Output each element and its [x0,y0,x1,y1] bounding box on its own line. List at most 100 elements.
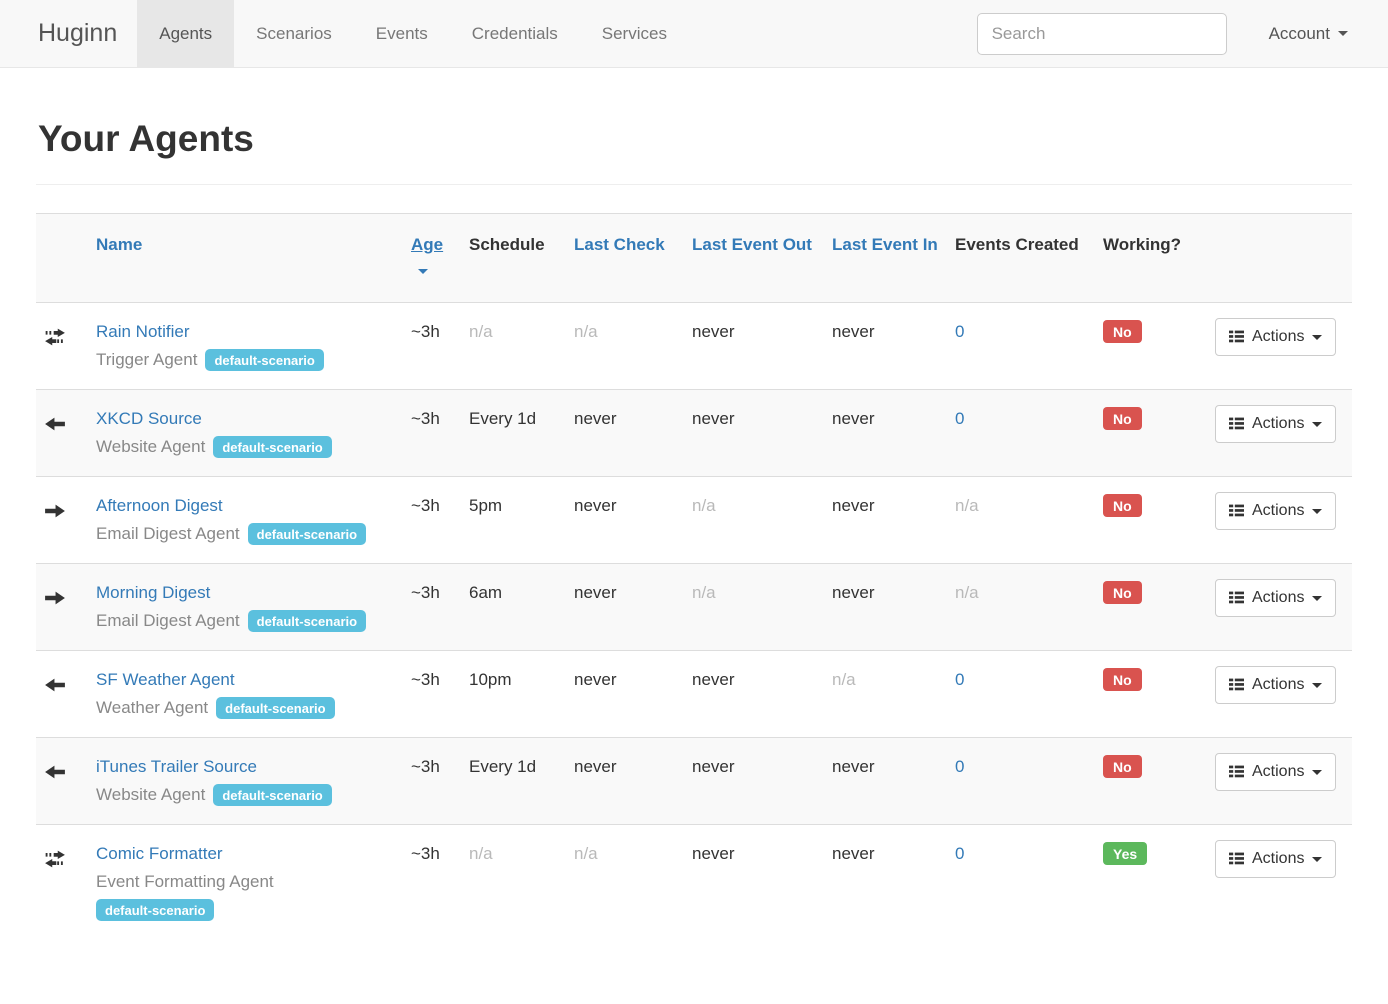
events-created-link[interactable]: 0 [955,844,965,863]
working-status-badge: No [1103,581,1142,604]
arrow-right-icon [44,587,66,606]
col-name: Name [88,213,403,303]
agent-type: Website Agent [96,437,206,456]
list-icon [1229,676,1244,694]
actions-dropdown-button[interactable]: Actions [1215,666,1337,704]
events-created-value: n/a [955,583,979,602]
agent-name-link[interactable]: Morning Digest [96,583,211,602]
actions-label: Actions [1252,763,1305,780]
sort-last-check-link[interactable]: Last Check [574,235,665,254]
chevron-down-icon [1312,595,1323,601]
table-header: Name Age Schedule Last Check Last Event … [36,213,1352,303]
col-actions [1207,213,1352,303]
last-event-out-value: n/a [692,496,716,515]
sort-last-event-out-link[interactable]: Last Event Out [692,235,812,254]
agents-table-body: Rain Notifier Trigger Agent default-scenar… [36,302,1352,939]
age-value: ~3h [411,409,440,428]
account-menu[interactable]: Account [1227,24,1388,44]
last-event-out-value: never [692,844,735,863]
col-events-created: Events Created [947,213,1095,303]
nav-item-events[interactable]: Events [375,23,428,43]
arrow-left-icon [44,761,66,780]
agent-type: Weather Agent [96,698,209,717]
agents-table: Name Age Schedule Last Check Last Event … [36,213,1352,939]
arrow-right-icon [44,500,66,519]
nav-item-agents[interactable]: Agents [137,0,235,67]
last-event-in-value: never [832,409,875,428]
brand-link[interactable]: Huginn [38,19,118,47]
nav-item-credentials[interactable]: Credentials [471,23,558,43]
scenario-badge[interactable]: default-scenario [247,610,367,632]
last-event-in-value: never [832,583,875,602]
list-icon [1229,415,1244,433]
chevron-down-icon [1312,421,1323,427]
actions-dropdown-button[interactable]: Actions [1215,753,1337,791]
scenario-badge[interactable]: default-scenario [213,436,332,458]
arrow-left-icon [44,413,66,432]
chevron-down-icon [1312,769,1323,775]
chevron-down-icon [1312,856,1323,862]
list-icon [1229,328,1244,346]
agent-name-link[interactable]: Afternoon Digest [96,496,223,515]
agent-type: Email Digest Agent [96,524,240,543]
events-created-link[interactable]: 0 [955,757,965,776]
col-last-check: Last Check [566,213,684,303]
chevron-down-icon [1312,682,1323,688]
age-value: ~3h [411,322,440,341]
working-status-badge: No [1103,755,1142,778]
navbar-right: Account [976,0,1388,67]
age-value: ~3h [411,844,440,863]
actions-dropdown-button[interactable]: Actions [1215,405,1337,443]
nav-item-services[interactable]: Services [601,23,667,43]
last-check-value: n/a [574,322,598,341]
last-check-value: never [574,670,617,689]
sort-name-link[interactable]: Name [96,235,143,254]
sort-age-link[interactable]: Age [411,235,444,254]
chevron-down-icon [1312,334,1323,340]
actions-label: Actions [1252,502,1305,519]
age-value: ~3h [411,583,440,602]
exchange-icon [44,326,66,345]
working-status-badge: No [1103,320,1142,343]
actions-label: Actions [1252,415,1305,432]
sort-desc-icon [418,269,428,275]
scenario-badge[interactable]: default-scenario [96,899,215,921]
agent-name-link[interactable]: iTunes Trailer Source [96,757,257,776]
actions-dropdown-button[interactable]: Actions [1215,318,1337,356]
chevron-down-icon [1312,508,1323,514]
last-event-out-value: never [692,757,735,776]
agent-name-link[interactable]: SF Weather Agent [96,670,235,689]
col-last-event-out: Last Event Out [684,213,824,303]
agent-name-link[interactable]: XKCD Source [96,409,202,428]
last-event-in-value: never [832,757,875,776]
scenario-badge[interactable]: default-scenario [205,349,324,371]
agent-name-link[interactable]: Comic Formatter [96,844,223,863]
events-created-link[interactable]: 0 [955,670,965,689]
last-check-value: never [574,496,617,515]
search-input[interactable] [976,12,1227,55]
agent-type: Email Digest Agent [96,611,240,630]
sort-last-event-in-link[interactable]: Last Event In [832,235,938,254]
actions-dropdown-button[interactable]: Actions [1215,492,1337,530]
table-row: Comic Formatter Event Formatting Agent def… [36,824,1352,939]
col-age: Age [403,213,461,303]
chevron-down-icon [1338,31,1348,36]
scenario-badge[interactable]: default-scenario [216,697,335,719]
working-status-badge: No [1103,668,1142,691]
schedule-value: Every 1d [469,409,537,428]
list-icon [1229,763,1244,781]
scenario-badge[interactable]: default-scenario [247,523,367,545]
schedule-value: n/a [469,844,493,863]
actions-dropdown-button[interactable]: Actions [1215,579,1337,617]
col-working: Working? [1095,213,1207,303]
scenario-badge[interactable]: default-scenario [213,784,332,806]
last-event-in-value: n/a [832,670,856,689]
list-icon [1229,850,1244,868]
table-row: SF Weather Agent Weather Agent default-sce… [36,650,1352,738]
actions-dropdown-button[interactable]: Actions [1215,840,1337,878]
agent-name-link[interactable]: Rain Notifier [96,322,190,341]
schedule-value: 10pm [469,670,512,689]
events-created-link[interactable]: 0 [955,409,965,428]
events-created-link[interactable]: 0 [955,322,965,341]
nav-item-scenarios[interactable]: Scenarios [256,23,332,43]
